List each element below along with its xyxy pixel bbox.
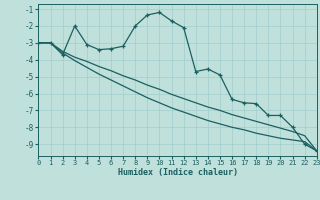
X-axis label: Humidex (Indice chaleur): Humidex (Indice chaleur) xyxy=(118,168,238,177)
